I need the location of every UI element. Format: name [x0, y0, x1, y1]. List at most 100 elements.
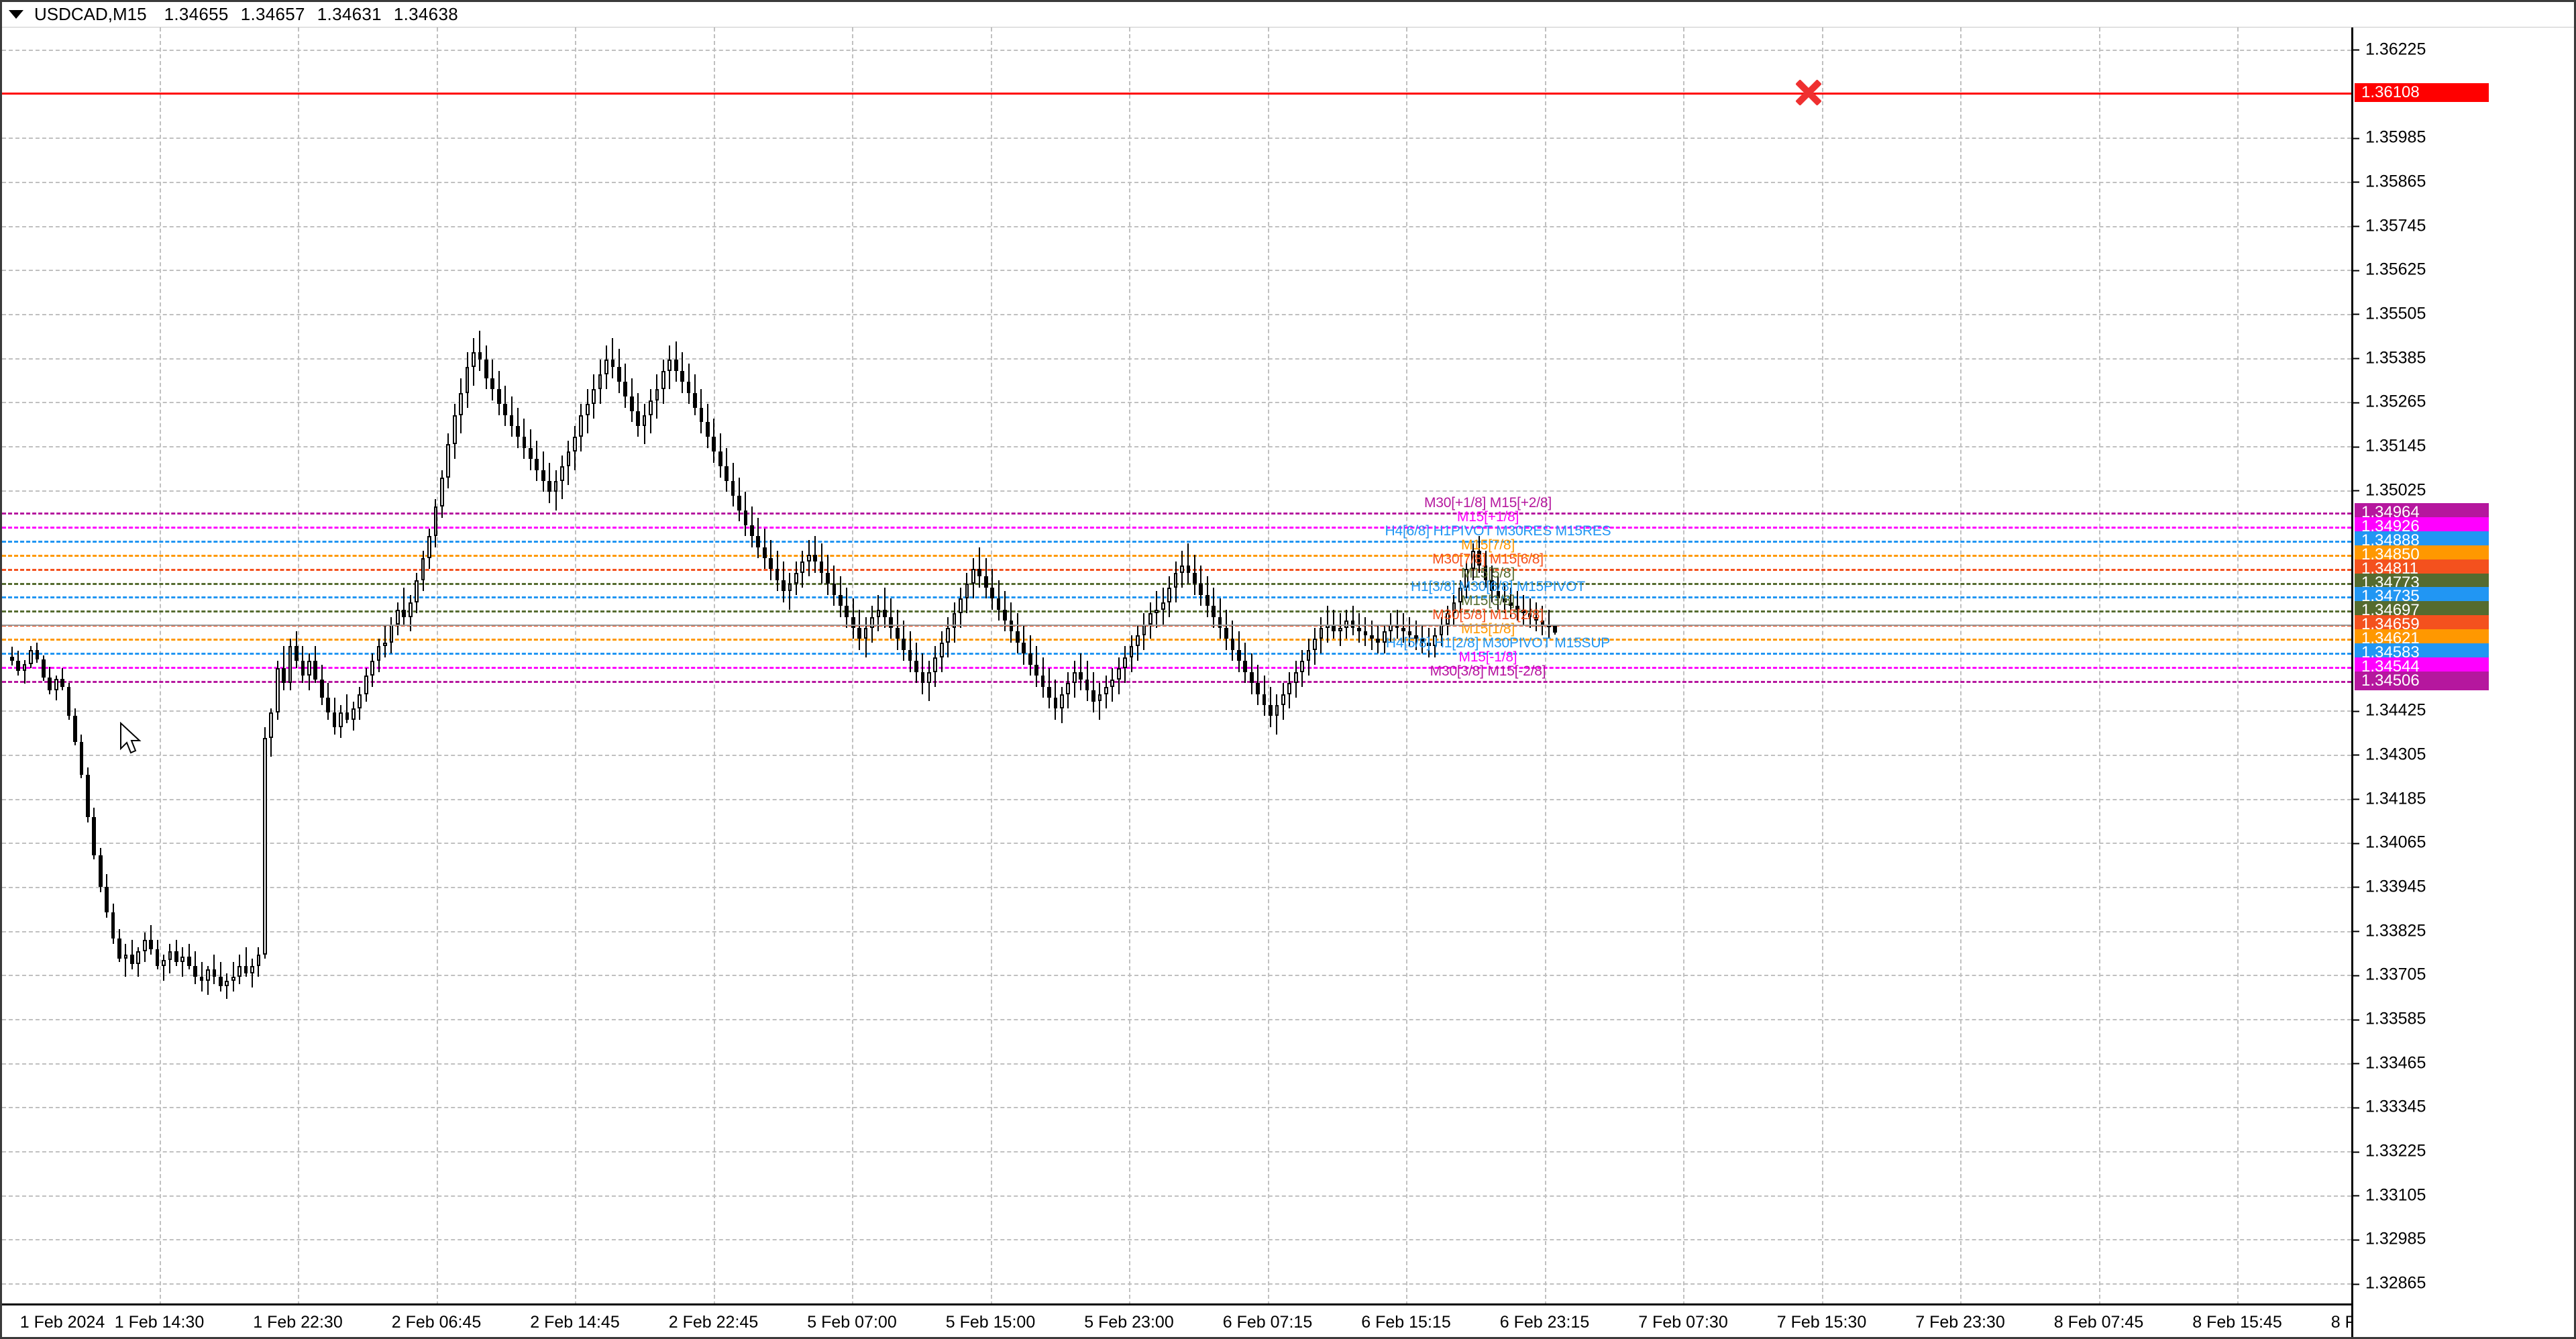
candle-body	[1230, 639, 1235, 650]
candle-body	[920, 672, 925, 684]
price-level-label: H4[6/8] H1PIVOT M30RES M15RES	[1385, 523, 1611, 539]
candle-body	[749, 525, 754, 537]
price-level-line[interactable]	[2, 554, 2351, 557]
candle-body	[1313, 639, 1317, 650]
time-axis-tick: 2 Feb 14:45	[530, 1313, 620, 1332]
candle-body	[926, 672, 931, 684]
x-close-marker-icon[interactable]	[1793, 77, 1824, 108]
grid-line-horizontal	[2, 754, 2351, 756]
candle-body	[629, 396, 634, 412]
candle-body	[162, 960, 166, 966]
candle-body	[1129, 646, 1134, 657]
candle-body	[579, 415, 584, 437]
chart-plot-area[interactable]: M30[+1/8] M15[+2/8] M15[+1/8] H4[6/8] H1PI…	[2, 28, 2351, 1305]
price-level-line[interactable]	[2, 638, 2351, 641]
candle-body	[1003, 609, 1007, 621]
candle-body	[731, 481, 735, 496]
candle-body	[41, 659, 46, 678]
price-level-line[interactable]	[2, 680, 2351, 683]
candle-body	[92, 816, 97, 856]
candle-wick	[131, 940, 133, 970]
price-level-line[interactable]	[2, 610, 2351, 613]
price-level-line[interactable]	[2, 652, 2351, 655]
candle-body	[1028, 653, 1032, 665]
candle-body	[1173, 572, 1178, 588]
price-axis[interactable]: 1.36225 1.35985 1.35865 1.35745 1.35625 1.355…	[2351, 28, 2574, 1305]
candle-body	[788, 584, 792, 592]
candle-body	[282, 668, 286, 684]
price-axis-tick: 1.33225	[2353, 1142, 2426, 1161]
grid-line-horizontal	[2, 358, 2351, 360]
candle-body	[1509, 602, 1513, 606]
candle-body	[1477, 551, 1482, 566]
candle-wick	[252, 958, 253, 988]
time-axis-tick: 2 Feb 06:45	[391, 1313, 482, 1332]
candle-body	[604, 360, 608, 375]
price-level-line[interactable]	[2, 596, 2351, 599]
grid-line-horizontal	[2, 225, 2351, 227]
price-level-tag[interactable]: 1.34506	[2355, 671, 2489, 690]
order-line[interactable]	[2, 92, 2351, 95]
candle-body	[136, 951, 141, 964]
candle-body	[661, 370, 665, 390]
grid-line-horizontal	[2, 402, 2351, 404]
candle-wick	[232, 962, 234, 992]
candle-wick	[201, 962, 203, 992]
candle-body	[1382, 631, 1387, 643]
candle-wick	[125, 943, 127, 977]
candle-body	[857, 628, 862, 639]
ohlc-high: 1.34657	[240, 4, 305, 24]
grid-line-horizontal	[2, 1019, 2351, 1021]
candle-body	[1344, 621, 1349, 628]
pointer-cursor-icon	[120, 722, 142, 754]
candle-body	[421, 558, 425, 580]
candle-body	[996, 598, 1001, 610]
candle-wick	[883, 587, 885, 628]
candle-wick	[789, 572, 791, 610]
ohlc-readout: 1.34655 1.34657 1.34631 1.34638	[164, 4, 470, 25]
candle-wick	[1187, 543, 1189, 584]
candle-body	[1123, 657, 1128, 669]
price-level-line[interactable]	[2, 667, 2351, 670]
candle-body	[452, 415, 457, 445]
current-price-tag[interactable]: 1.36108	[2355, 83, 2489, 102]
grid-line-vertical	[713, 28, 715, 1305]
candle-body	[1155, 609, 1159, 614]
candle-body	[60, 678, 65, 687]
candle-body	[168, 951, 172, 961]
time-axis-tick: 1 Feb 2024	[19, 1313, 105, 1332]
price-level-line[interactable]	[2, 540, 2351, 543]
grid-line-vertical	[436, 28, 438, 1305]
chevron-down-icon[interactable]	[9, 10, 23, 19]
price-axis-tick: 1.33825	[2353, 921, 2426, 941]
candle-body	[743, 510, 748, 525]
candle-body	[408, 602, 413, 617]
candle-body	[1040, 676, 1045, 687]
candle-body	[54, 678, 58, 691]
candle-body	[1022, 642, 1026, 654]
candle-body	[199, 977, 204, 981]
candle-body	[693, 392, 697, 408]
time-axis-tick: 7 Feb 07:30	[1638, 1313, 1728, 1332]
price-level-line[interactable]	[2, 526, 2351, 529]
price-level-line[interactable]	[2, 568, 2351, 571]
candle-body	[876, 609, 881, 617]
candle-body	[218, 977, 223, 986]
candle-body	[1338, 628, 1342, 632]
grid-line-vertical	[1683, 28, 1684, 1305]
candle-body	[294, 646, 299, 661]
candle-body	[610, 360, 615, 368]
candle-wick	[23, 660, 25, 684]
candle-body	[756, 536, 761, 547]
candle-body	[1407, 631, 1412, 635]
candle-body	[712, 437, 716, 452]
time-axis-tick: 7 Feb 23:30	[1915, 1313, 2005, 1332]
candle-body	[1306, 649, 1311, 661]
candle-body	[914, 661, 918, 672]
price-level-line[interactable]	[2, 513, 2351, 515]
time-axis-tick: 6 Feb 23:15	[1499, 1313, 1590, 1332]
grid-line-horizontal	[2, 975, 2351, 977]
candle-wick	[1333, 609, 1335, 639]
time-axis[interactable]: 1 Feb 2024 1 Feb 14:30 1 Feb 22:30 2 Feb 06…	[2, 1303, 2574, 1337]
candle-body	[250, 965, 254, 973]
